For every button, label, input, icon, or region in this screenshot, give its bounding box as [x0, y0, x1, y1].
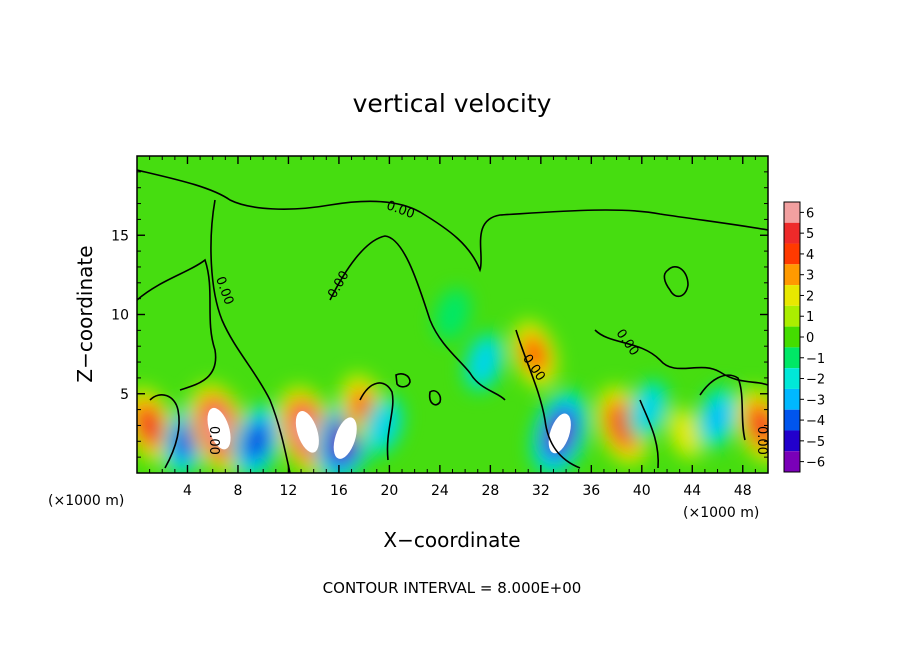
zero-contour-line: [639, 399, 659, 469]
x-tick-label: 24: [431, 483, 449, 499]
colorbar-tick-label: 5: [806, 227, 814, 242]
colorbar-swatch: [784, 451, 800, 472]
colorbar-tick-label: 0: [806, 331, 814, 346]
y-tick-label: 15: [111, 228, 129, 244]
colorbar-swatch: [784, 264, 800, 286]
colorbar-swatch: [784, 243, 800, 265]
x-tick-label: 48: [734, 483, 752, 499]
x-axis-label: X−coordinate: [383, 528, 520, 552]
field-feature: [756, 417, 767, 433]
field-feature: [529, 346, 540, 363]
colorbar-tick-label: −4: [806, 414, 825, 429]
zero-contour-line: [594, 329, 768, 386]
zero-contour-line: [699, 374, 746, 441]
field-feature: [182, 430, 193, 446]
field-feature: [144, 417, 155, 433]
x-tick-label: 12: [280, 483, 298, 499]
x-tick-label: 40: [633, 483, 651, 499]
colorbar-tick-label: 3: [806, 269, 814, 284]
contour-label: 0.00: [754, 426, 769, 455]
field-feature: [678, 423, 693, 444]
colorbar-swatch: [784, 222, 800, 244]
x-tick-label: 44: [683, 483, 701, 499]
chart-title: vertical velocity: [353, 89, 552, 118]
colorbar-tick-label: −3: [806, 393, 825, 408]
colorbar-tick-label: −2: [806, 373, 825, 388]
zero-contours: [137, 169, 768, 473]
colorbar-tick-label: 1: [806, 310, 814, 325]
colorbar-swatch: [784, 347, 800, 369]
y-axis: 5 10 15: [111, 171, 768, 458]
x-unit-right: (×1000 m): [683, 505, 759, 521]
y-axis-label: Z−coordinate: [73, 245, 97, 382]
colorbar-swatch: [784, 326, 800, 348]
zero-contour-line: [515, 329, 581, 469]
field-feature: [617, 417, 629, 434]
x-tick-label: 28: [481, 483, 499, 499]
field-feature: [478, 353, 491, 371]
colorbar-tick-label: 2: [806, 289, 814, 304]
zero-contour-line: [428, 390, 442, 406]
x-unit-left: (×1000 m): [48, 493, 124, 509]
colorbar-swatch: [784, 368, 800, 389]
colorbar: 6 5 4 3 2 1 0 −1 −2 −3 −4 −5 −6: [783, 201, 825, 473]
colorbar-tick-label: −6: [806, 456, 825, 471]
colorbar-swatch: [784, 409, 800, 431]
contour-interval-note: CONTOUR INTERVAL = 8.000E+00: [323, 579, 582, 597]
zero-contour-line: [663, 266, 689, 298]
velocity-field: [137, 288, 768, 473]
colorbar-swatch: [784, 388, 800, 410]
field-feature-peak: [207, 407, 231, 450]
colorbar-tick-label: −1: [806, 352, 825, 367]
contour-labels: 0.00 0.00 0.00 0.00 0.00 0.00 0.00: [206, 198, 769, 455]
x-tick-label: 8: [233, 483, 242, 499]
x-tick-label: 16: [330, 483, 348, 499]
zero-contour-line: [329, 235, 506, 401]
x-axis: 4 8 12 16 20 24 28 32 36 40 44 48: [149, 156, 756, 499]
colorbar-swatch: [784, 285, 800, 306]
x-tick-label: 4: [183, 483, 192, 499]
zero-contour-line: [359, 382, 394, 461]
x-tick-label: 32: [532, 483, 550, 499]
field-feature: [251, 433, 262, 449]
colorbar-tick-label: −5: [806, 435, 825, 450]
field-feature-peak: [295, 411, 319, 453]
x-tick-label: 20: [380, 483, 398, 499]
colorbar-tick-label: 6: [806, 206, 814, 221]
field-feature-peak: [333, 417, 357, 459]
y-tick-label: 10: [111, 308, 129, 324]
y-tick-label: 5: [120, 387, 129, 403]
colorbar-swatch: [784, 305, 800, 327]
field-feature: [442, 300, 463, 329]
zero-contour-line: [137, 169, 768, 273]
field-feature: [711, 408, 724, 427]
contour-label: 0.00: [206, 426, 221, 455]
colorbar-swatch: [784, 202, 800, 223]
colorbar-swatch: [784, 430, 800, 452]
zero-contour-line: [210, 199, 291, 473]
zero-contour-line: [395, 373, 411, 388]
colorbar-tick-label: 4: [806, 248, 814, 263]
field-feature-peak: [548, 413, 571, 454]
x-tick-label: 36: [582, 483, 600, 499]
zero-contour-line: [137, 258, 217, 391]
field-feature: [377, 416, 390, 435]
zero-contour-line: [149, 394, 180, 469]
field-feature: [642, 400, 655, 419]
plot-area: 0.00 0.00 0.00 0.00 0.00 0.00 0.00: [136, 155, 769, 474]
